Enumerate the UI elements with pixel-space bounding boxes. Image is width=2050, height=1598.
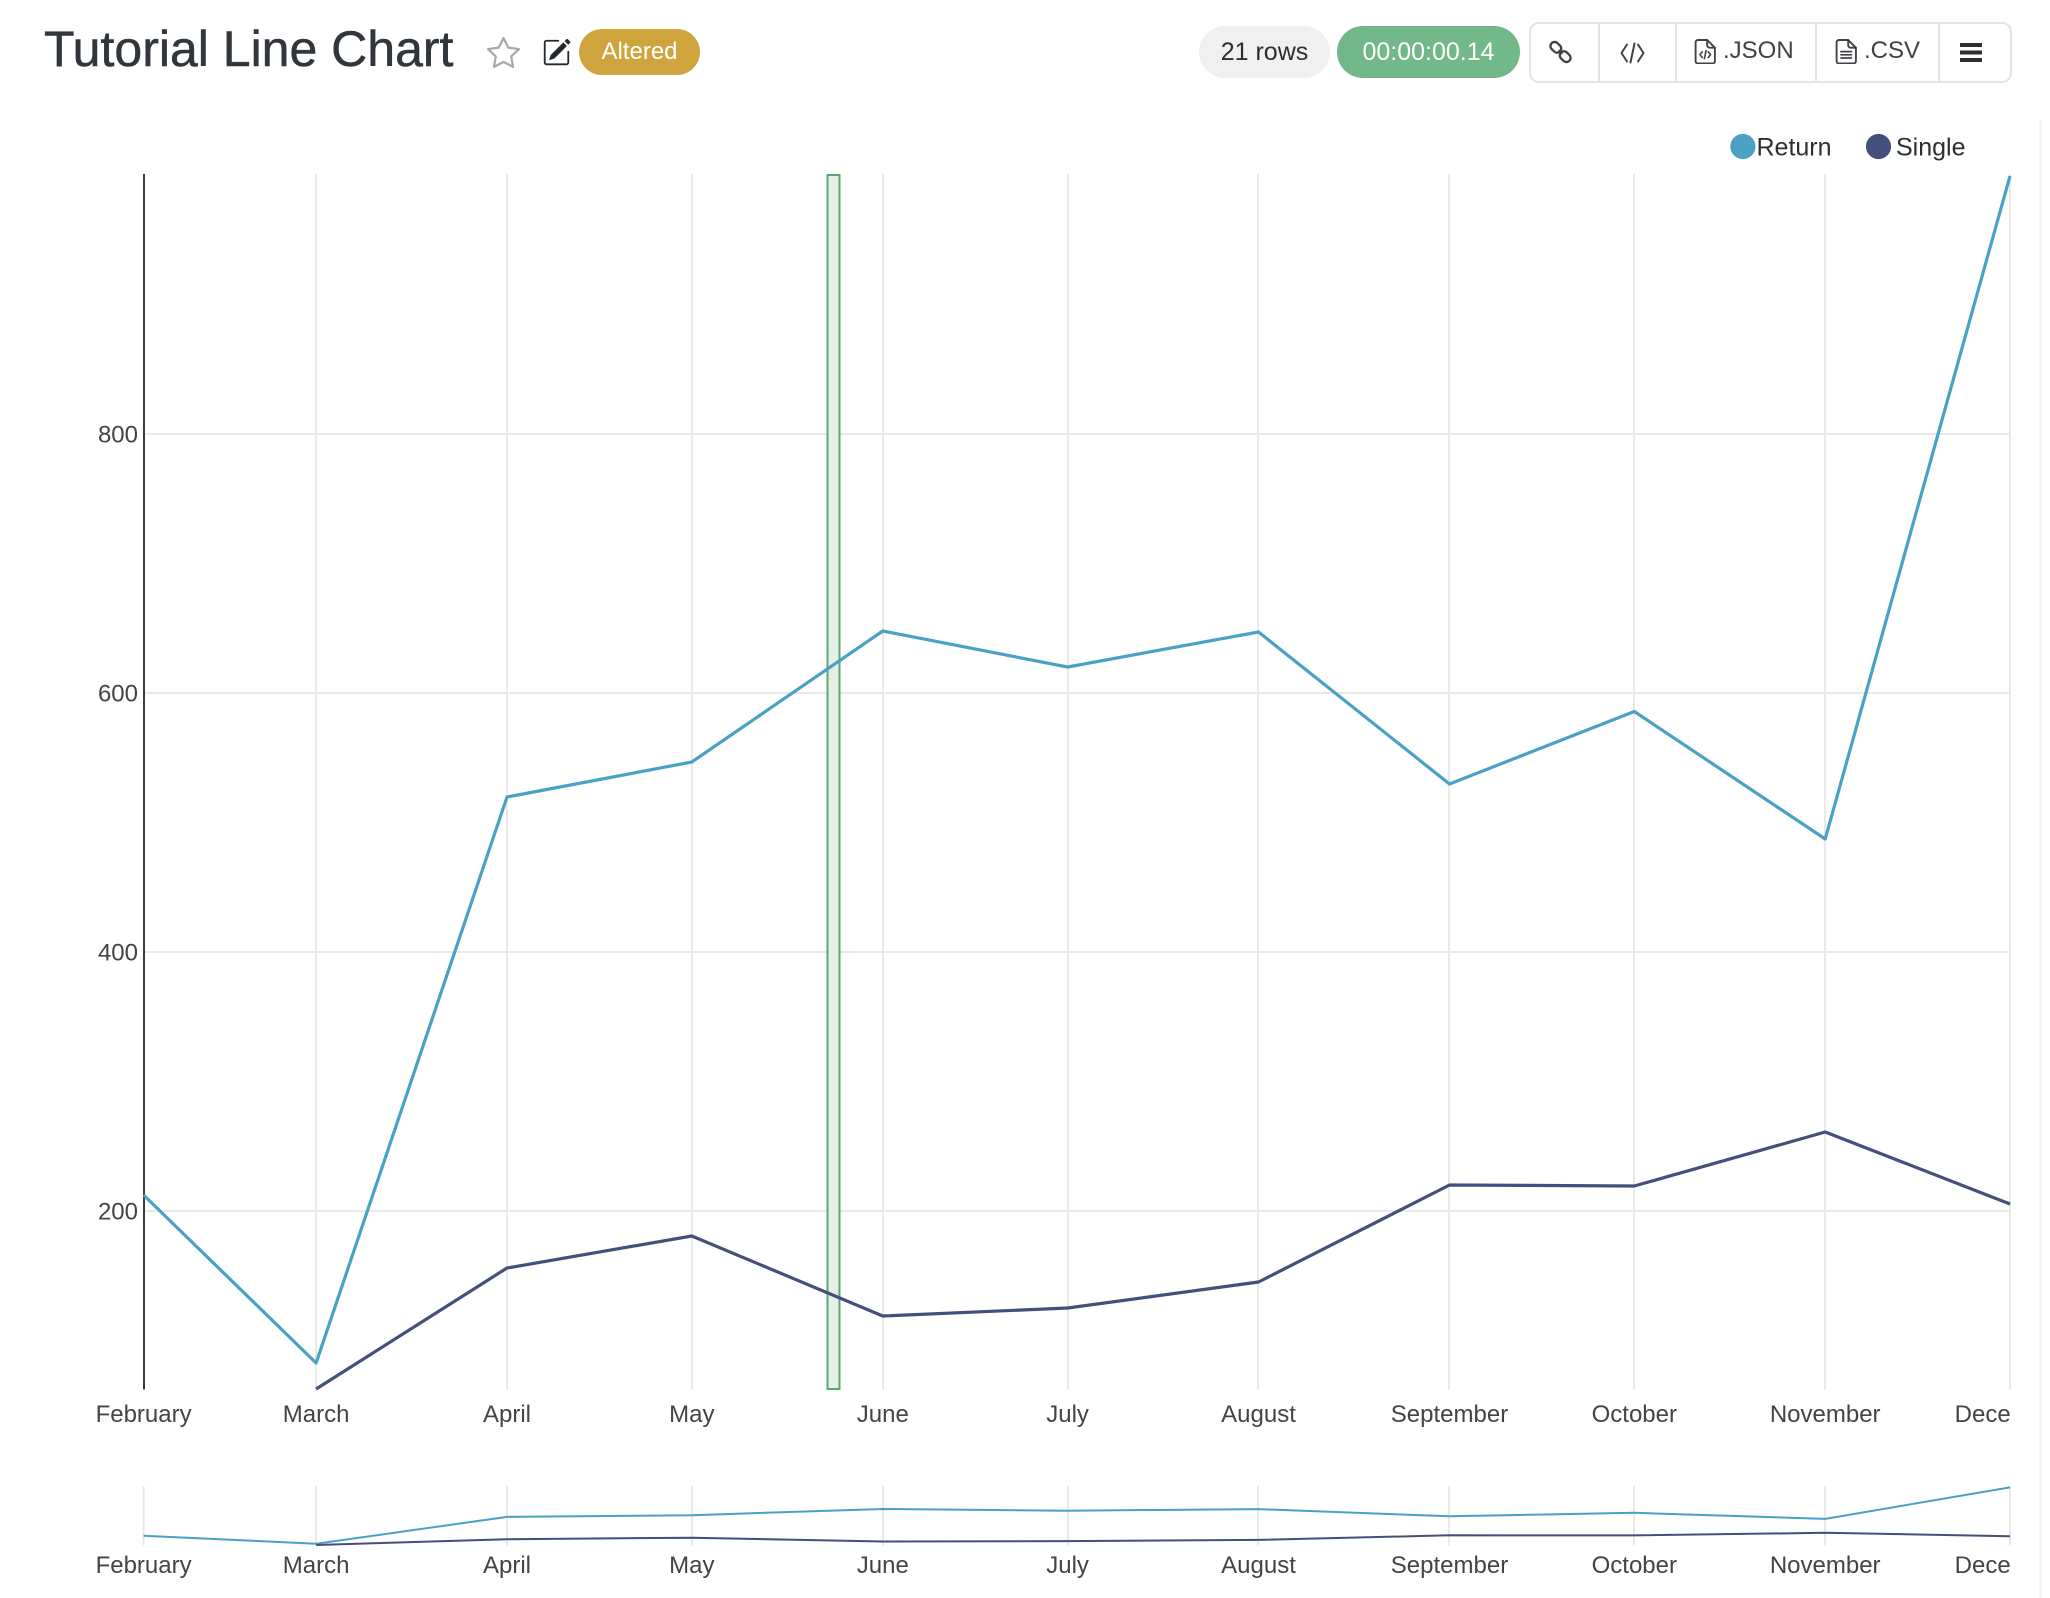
svg-text:October: October (1592, 1401, 1677, 1428)
svg-text:September: September (1391, 1552, 1508, 1579)
svg-text:600: 600 (98, 681, 138, 708)
svg-text:November: November (1770, 1552, 1881, 1579)
svg-text:200: 200 (98, 1199, 138, 1226)
svg-text:July: July (1046, 1401, 1089, 1428)
svg-text:August: August (1221, 1401, 1296, 1428)
svg-text:February: February (96, 1552, 192, 1579)
svg-text:November: November (1770, 1401, 1881, 1428)
svg-text:May: May (669, 1552, 714, 1579)
svg-text:April: April (483, 1552, 531, 1579)
svg-text:October: October (1592, 1552, 1677, 1579)
svg-text:March: March (283, 1552, 350, 1579)
svg-text:400: 400 (98, 940, 138, 967)
svg-text:March: March (283, 1401, 350, 1428)
svg-text:December: December (1955, 1552, 2050, 1579)
svg-text:800: 800 (98, 422, 138, 449)
svg-text:February: February (96, 1401, 192, 1428)
svg-text:Single: Single (1896, 134, 1966, 162)
svg-text:Return: Return (1757, 134, 1832, 162)
svg-text:September: September (1391, 1401, 1508, 1428)
svg-text:May: May (669, 1401, 714, 1428)
svg-text:June: June (857, 1552, 909, 1579)
svg-text:December: December (1955, 1401, 2050, 1428)
svg-text:June: June (857, 1401, 909, 1428)
svg-text:July: July (1046, 1552, 1089, 1579)
svg-text:April: April (483, 1401, 531, 1428)
svg-text:August: August (1221, 1552, 1296, 1579)
